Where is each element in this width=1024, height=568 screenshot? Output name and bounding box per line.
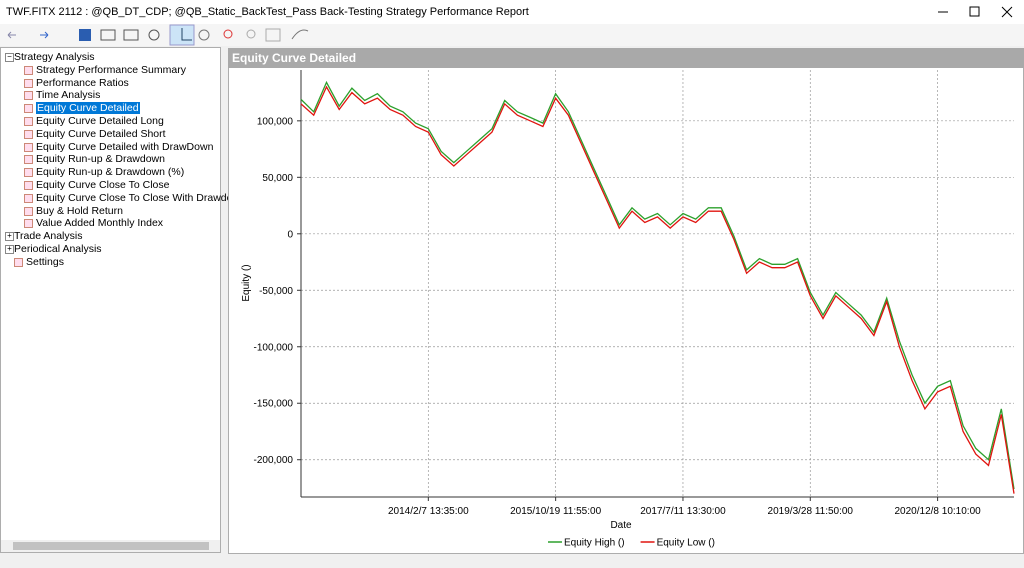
legend-label: Equity Low (): [657, 538, 715, 549]
equity-line: [300, 85, 1015, 494]
expander[interactable]: +: [5, 245, 14, 254]
item-icon: [24, 91, 33, 101]
tree-item[interactable]: Buy & Hold Return: [36, 204, 123, 217]
chart: Date Equity () -200,000 -150,000 -100,000 -…: [241, 70, 1015, 549]
forward-button[interactable]: [40, 31, 49, 39]
zoom-out-button[interactable]: [246, 29, 256, 39]
item-icon: [24, 65, 33, 75]
tree-item[interactable]: Periodical Analysis: [14, 243, 102, 255]
title-bar: TWF.FITX 2112 : @QB_DT_CDP; @QB_Static_B…: [0, 0, 1024, 24]
equity-line: [300, 80, 1015, 490]
back-button[interactable]: [7, 31, 16, 39]
item-icon: [24, 206, 33, 216]
tree-item[interactable]: Equity Curve Close To Close With Drawdow…: [36, 191, 246, 204]
y-tick-label: -200,000: [254, 455, 294, 466]
tree-item[interactable]: Strategy Performance Summary: [36, 63, 186, 76]
item-icon: [14, 257, 23, 267]
tree-item[interactable]: Equity Run-up & Drawdown: [36, 153, 165, 166]
item-icon: [24, 219, 33, 229]
panel-title: Equity Curve Detailed: [228, 48, 1024, 68]
item-icon: [24, 117, 33, 126]
y-tick-label: -100,000: [254, 342, 294, 353]
tree-item[interactable]: Equity Run-up & Drawdown (%): [36, 166, 185, 179]
tree-item[interactable]: Equity Curve Close To Close: [36, 179, 170, 191]
tree-item[interactable]: Equity Curve Detailed Long: [36, 115, 164, 127]
window-controls: [938, 6, 1013, 18]
maximize[interactable]: [969, 6, 980, 17]
x-tick-label: 2019/3/28 11:50:00: [768, 506, 854, 517]
item-icon: [24, 168, 33, 178]
legend-label: Equity High (): [564, 538, 625, 549]
y-tick-label: 50,000: [262, 173, 293, 184]
tree-item[interactable]: Settings: [26, 255, 64, 268]
tree-panel: − Strategy Analysis Strategy Performance S…: [0, 47, 246, 553]
expander[interactable]: +: [5, 232, 14, 242]
x-tick-label: 2020/12/8 10:10:00: [895, 506, 982, 517]
y-tick-label: 0: [287, 229, 293, 240]
x-tick-label: 2014/2/7 13:35:00: [388, 506, 469, 517]
y-tick-label: -150,000: [254, 399, 294, 410]
scroll-thumb[interactable]: [13, 542, 209, 550]
y-axis-label: Equity (): [241, 264, 252, 301]
tree-item[interactable]: Value Added Monthly Index: [36, 217, 164, 230]
tree-item[interactable]: Time Analysis: [36, 89, 101, 102]
x-tick-label: 2015/10/19 11:55:00: [510, 506, 601, 517]
fit-button[interactable]: [265, 28, 281, 42]
cursor-icon: [181, 28, 192, 41]
window-title: TWF.FITX 2112 : @QB_DT_CDP; @QB_Static_B…: [6, 6, 529, 18]
tree-item[interactable]: Equity Curve Detailed: [36, 102, 140, 115]
zoom-in-button[interactable]: [223, 29, 233, 39]
item-icon: [24, 155, 33, 165]
chart-button[interactable]: [291, 29, 309, 40]
tree-item[interactable]: Equity Curve Detailed Short: [36, 127, 166, 140]
item-icon: [24, 78, 33, 88]
y-tick-label: -50,000: [259, 286, 293, 297]
tree-item[interactable]: Trade Analysis: [14, 230, 83, 243]
print-button[interactable]: [123, 29, 139, 41]
y-tick-label: 100,000: [257, 116, 294, 127]
close[interactable]: [1001, 6, 1013, 18]
pan-button[interactable]: [198, 29, 210, 41]
x-axis-label: Date: [610, 520, 632, 531]
save-button[interactable]: [79, 29, 91, 41]
tree-item[interactable]: Strategy Analysis: [14, 51, 95, 63]
chart-panel: [228, 48, 1024, 554]
h-scrollbar: [1, 540, 220, 552]
tree-item[interactable]: Equity Curve Detailed with DrawDown: [36, 140, 214, 153]
x-tick-label: 2017/7/11 13:30:00: [640, 506, 726, 517]
item-icon: [24, 129, 33, 139]
toolbar: [0, 24, 1024, 46]
item-icon: [24, 142, 33, 152]
item-icon: [24, 104, 33, 114]
settings-button[interactable]: [148, 29, 160, 41]
item-icon: [24, 181, 33, 190]
item-icon: [24, 193, 33, 203]
expander[interactable]: −: [5, 53, 14, 62]
tree-item[interactable]: Performance Ratios: [36, 76, 129, 89]
export-button[interactable]: [100, 29, 116, 41]
